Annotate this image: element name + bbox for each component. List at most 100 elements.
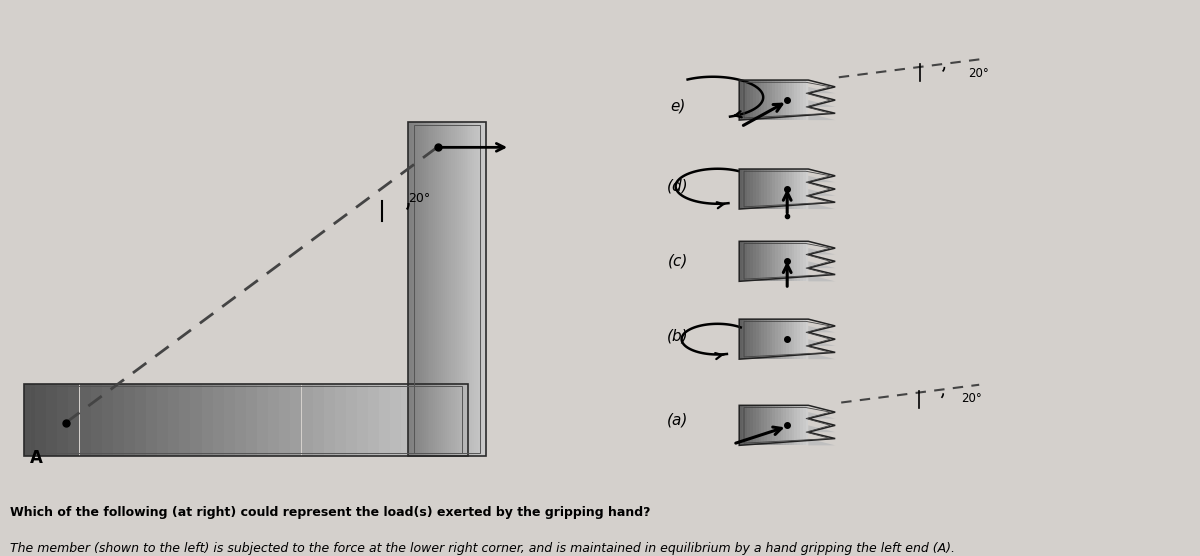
Bar: [433, 122, 436, 456]
Polygon shape: [748, 80, 750, 120]
Text: 20°: 20°: [408, 192, 431, 205]
Polygon shape: [758, 405, 761, 445]
Polygon shape: [788, 80, 792, 120]
Bar: [479, 122, 480, 456]
Polygon shape: [769, 241, 773, 281]
Polygon shape: [769, 405, 773, 445]
Bar: [346, 384, 358, 456]
Polygon shape: [809, 439, 835, 445]
Polygon shape: [788, 319, 792, 359]
Polygon shape: [809, 425, 835, 432]
Polygon shape: [803, 169, 805, 209]
Polygon shape: [792, 319, 794, 359]
Polygon shape: [786, 405, 788, 445]
Bar: [457, 122, 458, 456]
Bar: [47, 384, 58, 456]
Polygon shape: [803, 405, 805, 445]
Bar: [434, 384, 446, 456]
Bar: [180, 384, 191, 456]
Text: Which of the following (at right) could represent the load(s) exerted by the gri: Which of the following (at right) could …: [10, 506, 650, 519]
Polygon shape: [809, 176, 835, 182]
Polygon shape: [778, 405, 781, 445]
Bar: [134, 384, 146, 456]
Polygon shape: [794, 169, 797, 209]
Bar: [91, 384, 102, 456]
Polygon shape: [788, 241, 792, 281]
Polygon shape: [786, 319, 788, 359]
Polygon shape: [764, 241, 767, 281]
Polygon shape: [809, 113, 835, 120]
Polygon shape: [803, 80, 805, 120]
Bar: [324, 384, 335, 456]
Polygon shape: [805, 241, 809, 281]
Text: (d): (d): [667, 179, 689, 193]
Polygon shape: [745, 169, 748, 209]
Polygon shape: [786, 169, 788, 209]
Polygon shape: [767, 241, 769, 281]
Bar: [191, 384, 202, 456]
Polygon shape: [748, 405, 750, 445]
Bar: [290, 384, 301, 456]
Polygon shape: [775, 319, 778, 359]
Bar: [414, 122, 416, 456]
Text: (c): (c): [668, 254, 688, 269]
Polygon shape: [769, 169, 773, 209]
Polygon shape: [797, 80, 800, 120]
Polygon shape: [794, 405, 797, 445]
Polygon shape: [792, 169, 794, 209]
Bar: [470, 122, 473, 456]
Bar: [79, 384, 91, 456]
Bar: [426, 122, 427, 456]
Polygon shape: [745, 241, 748, 281]
Text: e): e): [671, 98, 685, 113]
Polygon shape: [754, 80, 756, 120]
Polygon shape: [775, 169, 778, 209]
Bar: [458, 122, 461, 456]
Polygon shape: [758, 80, 761, 120]
Polygon shape: [809, 248, 835, 255]
Polygon shape: [775, 241, 778, 281]
Bar: [449, 122, 451, 456]
Bar: [301, 384, 312, 456]
Polygon shape: [781, 80, 784, 120]
Bar: [235, 384, 246, 456]
Polygon shape: [809, 353, 835, 359]
Polygon shape: [745, 319, 748, 359]
Bar: [451, 122, 452, 456]
Polygon shape: [800, 169, 803, 209]
Bar: [30, 386, 462, 453]
Polygon shape: [761, 319, 764, 359]
Text: The member (shown to the left) is subjected to the force at the lower right corn: The member (shown to the left) is subjec…: [10, 542, 955, 555]
Bar: [482, 122, 484, 456]
Polygon shape: [745, 405, 748, 445]
Bar: [452, 122, 455, 456]
Polygon shape: [748, 169, 750, 209]
Bar: [467, 122, 468, 456]
Polygon shape: [784, 80, 786, 120]
Polygon shape: [778, 241, 781, 281]
Polygon shape: [761, 241, 764, 281]
Bar: [269, 384, 280, 456]
Polygon shape: [764, 169, 767, 209]
Polygon shape: [742, 319, 745, 359]
Bar: [414, 125, 480, 453]
Polygon shape: [773, 169, 775, 209]
Polygon shape: [800, 405, 803, 445]
Polygon shape: [809, 261, 835, 268]
Bar: [420, 122, 421, 456]
Bar: [480, 122, 482, 456]
Polygon shape: [739, 405, 742, 445]
Polygon shape: [761, 169, 764, 209]
Polygon shape: [803, 241, 805, 281]
Polygon shape: [809, 339, 835, 346]
Polygon shape: [784, 169, 786, 209]
Polygon shape: [809, 100, 835, 107]
Bar: [427, 122, 430, 456]
Polygon shape: [775, 80, 778, 120]
Polygon shape: [809, 412, 835, 419]
Polygon shape: [764, 405, 767, 445]
Polygon shape: [788, 405, 792, 445]
Polygon shape: [800, 80, 803, 120]
Bar: [408, 122, 410, 456]
Polygon shape: [784, 319, 786, 359]
